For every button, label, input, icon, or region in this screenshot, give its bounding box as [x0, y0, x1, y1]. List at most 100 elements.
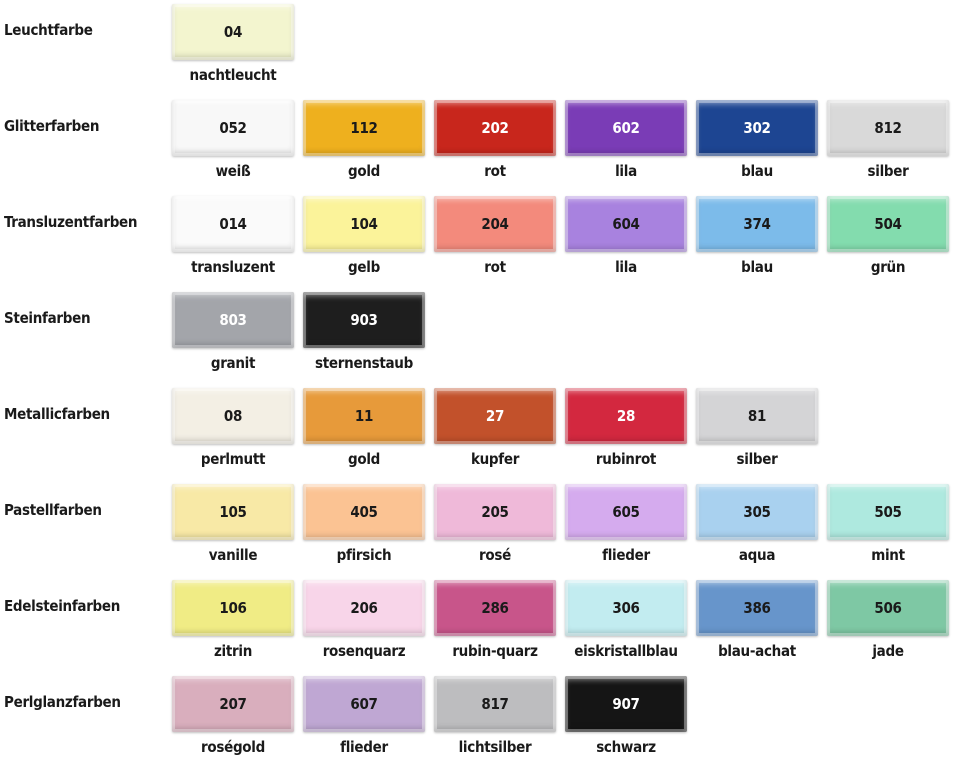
swatch-name: eiskristallblau — [574, 642, 678, 660]
swatch-code: 112 — [303, 100, 425, 156]
row-label: Leuchtfarbe — [4, 21, 93, 39]
color-swatch-item: 206 rosenquarz — [303, 580, 425, 660]
swatch-code: 202 — [434, 100, 556, 156]
color-swatch-item: 202 rot — [434, 100, 556, 180]
color-swatch-item: 27 kupfer — [434, 388, 556, 468]
row-label: Edelsteinfarben — [4, 597, 121, 615]
swatch-code: 306 — [565, 580, 687, 636]
color-row: Edelsteinfarben 106 zitrin 206 rosenquarz 286… — [0, 580, 955, 676]
swatch-name: lila — [615, 258, 637, 276]
color-swatch-item: 803 granit — [172, 292, 294, 372]
color-swatch-item: 386 blau-achat — [696, 580, 818, 660]
swatch-name: perlmutt — [200, 450, 266, 468]
swatch-code: 28 — [565, 388, 687, 444]
swatch-code: 817 — [434, 676, 556, 732]
swatch-code: 607 — [303, 676, 425, 732]
color-swatch-item: 106 zitrin — [172, 580, 294, 660]
swatch-name: rosé — [479, 546, 511, 564]
color-swatch-item: 302 blau — [696, 100, 818, 180]
color-swatch-item: 903 sternenstaub — [303, 292, 425, 372]
swatch-name: jade — [872, 642, 904, 660]
swatch-name: vanille — [208, 546, 258, 564]
swatch-code: 605 — [565, 484, 687, 540]
swatch-code: 205 — [434, 484, 556, 540]
color-swatch-item: 04 nachtleucht — [172, 4, 294, 84]
swatch-code: 106 — [172, 580, 294, 636]
color-swatch-item: 505 mint — [827, 484, 949, 564]
swatch-name: aqua — [738, 546, 776, 564]
swatch-code: 374 — [696, 196, 818, 252]
swatch-name: pfirsich — [336, 546, 392, 564]
color-swatch-item: 014 transluzent — [172, 196, 294, 276]
swatch-code: 27 — [434, 388, 556, 444]
swatch-name: sternenstaub — [315, 354, 413, 372]
swatch-name: rosenquarz — [322, 642, 406, 660]
swatch-name: rot — [484, 258, 506, 276]
swatch-name: schwarz — [596, 738, 656, 756]
swatch-name: lichtsilber — [458, 738, 532, 756]
color-swatch-item: 607 flieder — [303, 676, 425, 756]
color-row: Perlglanzfarben 207 roségold 607 flieder 817 l… — [0, 676, 955, 772]
color-swatch-item: 205 rosé — [434, 484, 556, 564]
swatch-name: gold — [347, 450, 380, 468]
swatch-name: roségold — [201, 738, 265, 756]
color-swatch-item: 405 pfirsich — [303, 484, 425, 564]
color-swatch-item: 286 rubin-quarz — [434, 580, 556, 660]
color-swatch-item: 207 roségold — [172, 676, 294, 756]
color-row: Steinfarben 803 granit 903 sternenstaub — [0, 292, 955, 388]
row-label: Glitterfarben — [4, 117, 100, 135]
color-row: Metallicfarben 08 perlmutt 11 gold 27 kupfer 28… — [0, 388, 955, 484]
swatch-code: 105 — [172, 484, 294, 540]
swatch-name: rot — [484, 162, 506, 180]
swatch-name: silber — [867, 162, 909, 180]
swatch-name: blau — [741, 258, 773, 276]
color-swatch-item: 506 jade — [827, 580, 949, 660]
color-swatch-item: 602 lila — [565, 100, 687, 180]
swatch-code: 812 — [827, 100, 949, 156]
swatch-code: 903 — [303, 292, 425, 348]
swatch-code: 04 — [172, 4, 294, 60]
color-row: Glitterfarben 052 weiß 112 gold 202 rot 602 lila… — [0, 100, 955, 196]
color-swatch-item: 817 lichtsilber — [434, 676, 556, 756]
color-swatch-item: 052 weiß — [172, 100, 294, 180]
swatch-name: grün — [870, 258, 906, 276]
swatch-name: flieder — [602, 546, 650, 564]
swatch-name: gelb — [348, 258, 380, 276]
swatch-code: 302 — [696, 100, 818, 156]
swatch-code: 602 — [565, 100, 687, 156]
row-label: Transluzentfarben — [4, 213, 138, 231]
color-swatch-item: 504 grün — [827, 196, 949, 276]
color-swatch-item: 08 perlmutt — [172, 388, 294, 468]
color-swatch-item: 907 schwarz — [565, 676, 687, 756]
swatch-code: 907 — [565, 676, 687, 732]
color-swatch-item: 204 rot — [434, 196, 556, 276]
color-swatch-item: 605 flieder — [565, 484, 687, 564]
swatch-code: 405 — [303, 484, 425, 540]
color-swatch-item: 28 rubinrot — [565, 388, 687, 468]
swatch-code: 505 — [827, 484, 949, 540]
color-swatch-item: 305 aqua — [696, 484, 818, 564]
swatch-code: 504 — [827, 196, 949, 252]
swatch-name: nachtleucht — [189, 66, 277, 84]
color-swatch-item: 112 gold — [303, 100, 425, 180]
swatch-name: weiß — [215, 162, 251, 180]
color-swatch-item: 604 lila — [565, 196, 687, 276]
color-swatch-item: 812 silber — [827, 100, 949, 180]
swatch-name: blau-achat — [718, 642, 796, 660]
swatch-code: 604 — [565, 196, 687, 252]
color-swatch-item: 81 silber — [696, 388, 818, 468]
swatch-name: gold — [347, 162, 380, 180]
row-label: Pastellfarben — [4, 501, 102, 519]
swatch-code: 286 — [434, 580, 556, 636]
swatch-name: kupfer — [470, 450, 520, 468]
swatch-code: 052 — [172, 100, 294, 156]
swatch-name: mint — [871, 546, 905, 564]
swatch-name: blau — [741, 162, 773, 180]
color-swatch-item: 374 blau — [696, 196, 818, 276]
color-swatch-item: 306 eiskristallblau — [565, 580, 687, 660]
swatch-name: zitrin — [213, 642, 252, 660]
swatch-code: 207 — [172, 676, 294, 732]
swatch-name: flieder — [340, 738, 388, 756]
color-swatch-item: 104 gelb — [303, 196, 425, 276]
swatch-code: 206 — [303, 580, 425, 636]
